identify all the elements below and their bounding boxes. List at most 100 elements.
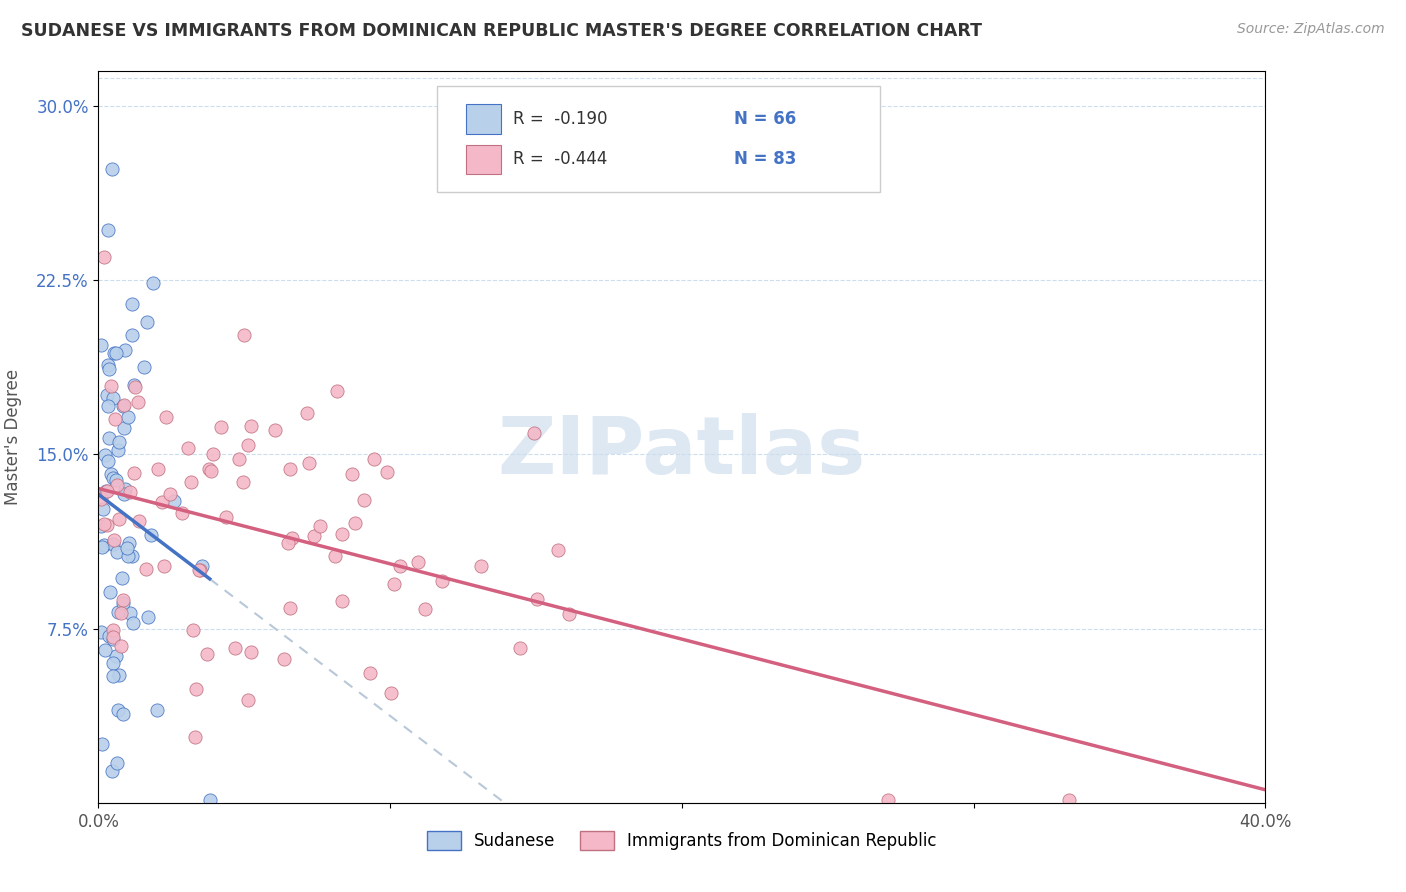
Point <box>118 606 141 620</box>
Point <box>108 668 131 682</box>
Point <box>100 378 122 392</box>
Point <box>240 419 263 434</box>
Point <box>526 592 548 607</box>
Point <box>90 738 112 752</box>
Point <box>135 562 157 576</box>
Point <box>470 559 492 574</box>
Point <box>264 423 287 437</box>
Point <box>114 482 136 496</box>
Point <box>353 492 375 507</box>
Point <box>344 516 367 531</box>
Point <box>90 337 112 351</box>
Point <box>277 535 299 549</box>
Point <box>101 391 124 405</box>
Point <box>114 343 136 357</box>
Point <box>112 399 135 413</box>
Point <box>375 465 398 479</box>
Point <box>103 471 125 485</box>
Point <box>93 538 115 552</box>
Point <box>278 462 301 476</box>
Point <box>188 563 211 577</box>
FancyBboxPatch shape <box>465 104 501 134</box>
FancyBboxPatch shape <box>437 86 880 192</box>
Point <box>93 517 115 532</box>
Point <box>104 649 127 664</box>
Point <box>159 487 181 501</box>
Y-axis label: Master's Degree: Master's Degree <box>4 369 22 505</box>
Point <box>117 410 139 425</box>
Point <box>191 559 214 574</box>
Point <box>152 495 174 509</box>
Point <box>415 601 437 615</box>
Point <box>363 452 385 467</box>
Point <box>112 487 135 501</box>
Point <box>547 542 569 557</box>
Point <box>408 555 430 569</box>
Point <box>97 400 120 414</box>
Point <box>117 541 139 555</box>
Point <box>121 549 143 564</box>
Point <box>112 421 135 435</box>
Point <box>209 419 232 434</box>
Point <box>96 388 118 402</box>
Point <box>110 571 132 585</box>
Point <box>90 519 112 533</box>
Point <box>236 693 259 707</box>
Point <box>93 250 115 264</box>
Point <box>184 730 207 744</box>
Text: Source: ZipAtlas.com: Source: ZipAtlas.com <box>1237 22 1385 37</box>
Point <box>215 510 238 524</box>
Point <box>114 398 136 412</box>
Point <box>430 574 453 589</box>
Point <box>523 425 546 440</box>
Point <box>304 528 326 542</box>
Point <box>90 540 112 554</box>
Point <box>170 506 193 520</box>
Point <box>96 223 118 237</box>
Point <box>100 764 122 778</box>
Point <box>146 461 169 475</box>
Point <box>103 533 125 547</box>
Point <box>107 605 129 619</box>
Point <box>98 361 121 376</box>
Point <box>224 641 246 656</box>
Point <box>108 512 131 526</box>
Point <box>1057 793 1080 807</box>
Point <box>107 703 129 717</box>
Point <box>110 639 132 653</box>
Point <box>105 756 128 770</box>
Point <box>188 563 211 577</box>
Point <box>98 431 121 445</box>
Point <box>155 409 177 424</box>
Point <box>233 328 256 343</box>
Point <box>104 473 127 487</box>
Point <box>153 558 176 573</box>
Point <box>121 297 143 311</box>
FancyBboxPatch shape <box>465 145 501 174</box>
Point <box>382 576 405 591</box>
Point <box>180 475 202 490</box>
Point <box>146 703 169 717</box>
Point <box>103 631 125 645</box>
Point <box>112 707 135 722</box>
Point <box>90 624 112 639</box>
Point <box>202 447 225 461</box>
Point <box>108 434 131 449</box>
Point <box>101 537 124 551</box>
Point <box>198 793 221 807</box>
Point <box>295 406 318 420</box>
Point <box>94 483 117 498</box>
Point <box>141 527 163 541</box>
Point <box>509 641 531 656</box>
Point <box>181 623 204 637</box>
Point <box>107 443 129 458</box>
Point <box>94 642 117 657</box>
Point <box>103 656 125 670</box>
Point <box>90 491 112 506</box>
Text: ZIPatlas: ZIPatlas <box>498 413 866 491</box>
Point <box>236 438 259 452</box>
Point <box>105 545 128 559</box>
Point <box>200 464 222 478</box>
Point <box>118 536 141 550</box>
Point <box>122 467 145 481</box>
